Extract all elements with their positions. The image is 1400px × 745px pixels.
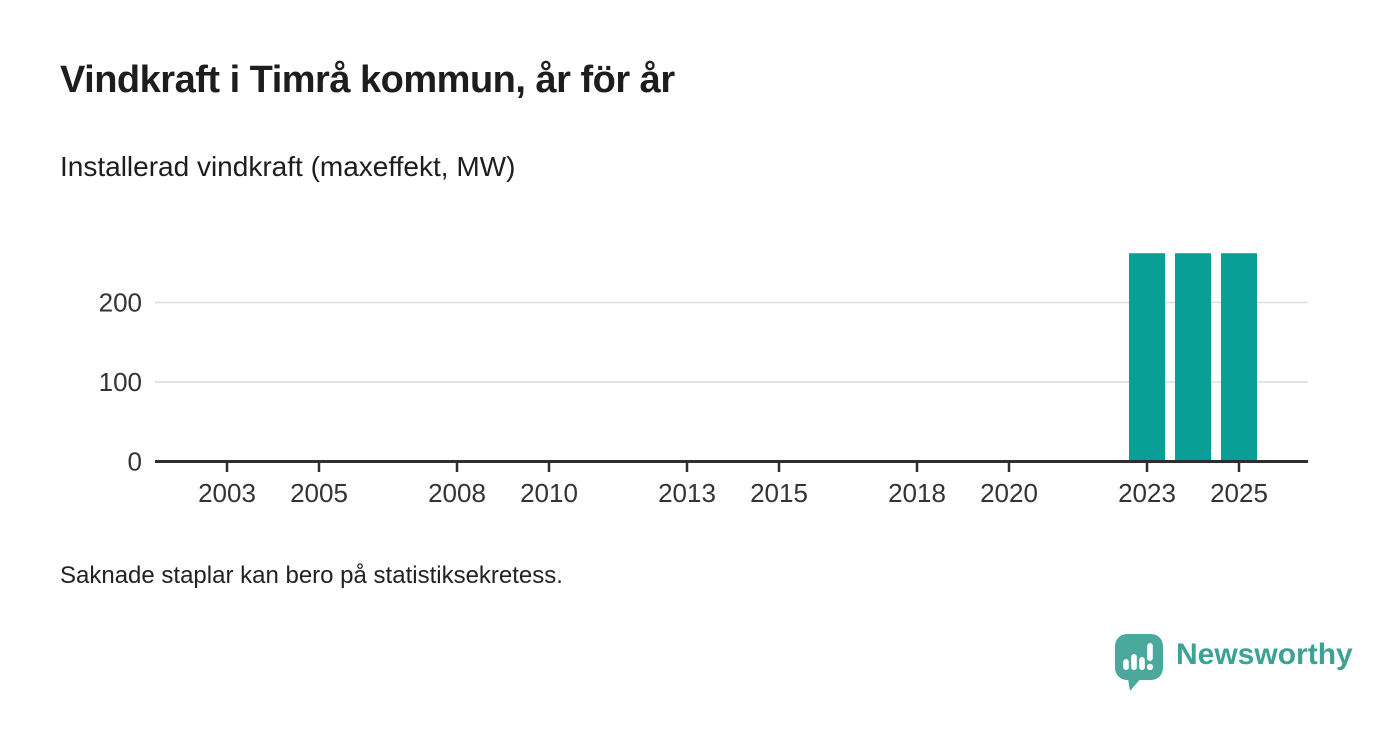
x-tick-label-2005: 2005 xyxy=(290,478,348,508)
brand-name: Newsworthy xyxy=(1176,638,1353,671)
x-tick-label-2010: 2010 xyxy=(520,478,578,508)
newsworthy-logo-icon xyxy=(1115,634,1163,691)
bar-2023 xyxy=(1129,253,1165,460)
y-tick-label-200: 200 xyxy=(99,288,142,318)
chart-title: Vindkraft i Timrå kommun, år för år xyxy=(60,59,675,101)
x-tick-label-2025: 2025 xyxy=(1210,478,1268,508)
x-tick-label-2013: 2013 xyxy=(658,478,716,508)
chart-footnote: Saknade staplar kan bero på statistiksek… xyxy=(60,562,563,589)
x-tick-label-2015: 2015 xyxy=(750,478,808,508)
y-tick-label-0: 0 xyxy=(128,447,142,477)
x-tick-label-2023: 2023 xyxy=(1118,478,1176,508)
bar-2024 xyxy=(1175,253,1211,460)
y-tick-label-100: 100 xyxy=(99,367,142,397)
x-tick-label-2008: 2008 xyxy=(428,478,486,508)
bar-2025 xyxy=(1221,253,1257,460)
x-tick-label-2020: 2020 xyxy=(980,478,1038,508)
brand-footer: Newsworthy xyxy=(1115,634,1353,691)
x-tick-label-2018: 2018 xyxy=(888,478,946,508)
x-tick-label-2003: 2003 xyxy=(198,478,256,508)
chart-subtitle: Installerad vindkraft (maxeffekt, MW) xyxy=(60,151,516,182)
